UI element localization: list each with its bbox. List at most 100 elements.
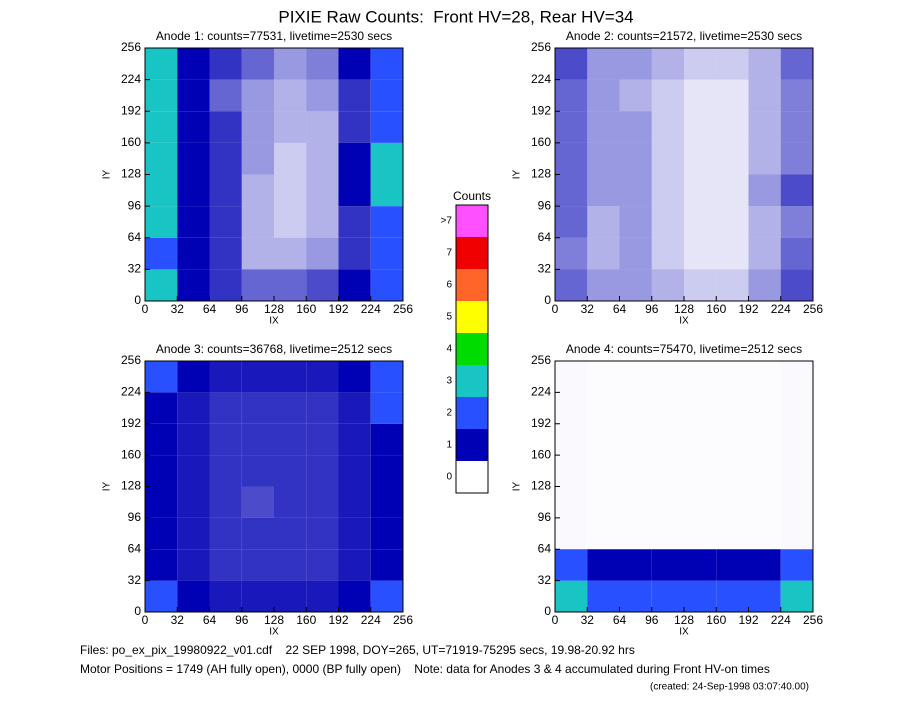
heat-cell xyxy=(241,206,274,238)
y-tick-label: 32 xyxy=(538,262,552,276)
x-tick-label: 32 xyxy=(581,613,595,627)
panel-title: Anode 3: counts=36768, livetime=2512 sec… xyxy=(156,342,392,356)
heat-cell xyxy=(716,455,748,486)
y-tick-label: 224 xyxy=(121,72,141,86)
heat-cell xyxy=(749,424,781,455)
heat-cell xyxy=(619,142,652,175)
heat-cell xyxy=(338,455,371,487)
heat-cell xyxy=(652,487,684,518)
colorbar-label: >7 xyxy=(441,216,453,227)
heat-cell xyxy=(716,142,749,175)
y-tick-label: 0 xyxy=(544,293,551,307)
heat-cell xyxy=(555,580,588,612)
heat-cell xyxy=(620,392,652,423)
heat-cell xyxy=(619,549,652,581)
heat-cell xyxy=(684,392,716,423)
heat-cell xyxy=(306,142,339,175)
y-tick-label: 160 xyxy=(531,135,551,149)
heat-cell xyxy=(241,580,274,612)
heat-cell xyxy=(555,206,588,238)
x-tick-label: 32 xyxy=(171,302,185,316)
heat-cell xyxy=(241,392,274,424)
y-tick-label: 0 xyxy=(134,604,141,618)
heat-cell xyxy=(587,361,619,392)
x-tick-label: 64 xyxy=(613,302,627,316)
x-tick-label: 160 xyxy=(296,302,316,316)
heat-cell xyxy=(716,206,749,238)
heat-cell xyxy=(306,111,339,143)
heat-cell xyxy=(781,487,813,518)
heat-cell xyxy=(651,142,684,175)
heat-cell xyxy=(338,549,371,581)
heat-cell xyxy=(716,580,749,612)
heat-cell xyxy=(241,48,274,80)
colorbar-swatch xyxy=(456,333,488,365)
heat-cell xyxy=(306,486,339,518)
heat-cell xyxy=(209,237,242,270)
heat-cell xyxy=(209,174,242,207)
y-tick-label: 64 xyxy=(128,230,142,244)
heat-cell xyxy=(780,269,813,301)
y-tick-label: 224 xyxy=(531,385,551,399)
heat-cell xyxy=(209,486,242,518)
y-tick-label: 128 xyxy=(531,167,551,181)
heat-cell xyxy=(555,79,588,112)
heat-cell xyxy=(209,206,242,238)
heat-cell xyxy=(145,486,178,518)
heat-cell xyxy=(209,269,242,301)
heat-cell xyxy=(684,206,717,238)
heat-cell xyxy=(274,111,307,143)
heat-cell xyxy=(306,237,339,270)
heat-cell xyxy=(716,424,748,455)
heat-cell xyxy=(748,580,781,612)
heat-cell xyxy=(177,142,210,175)
figure-title: PIXIE Raw Counts: Front HV=28, Rear HV=3… xyxy=(278,7,633,26)
heat-cell xyxy=(370,423,403,456)
heat-cell xyxy=(587,48,620,80)
x-tick-label: 0 xyxy=(142,302,149,316)
heat-cell xyxy=(209,111,242,143)
y-tick-label: 64 xyxy=(538,541,552,555)
heat-cell xyxy=(587,174,620,207)
heat-cell xyxy=(274,361,307,393)
y-tick-label: 256 xyxy=(121,40,141,54)
y-axis-label: IY xyxy=(102,481,113,491)
heat-cell xyxy=(619,79,652,112)
heat-cell xyxy=(620,518,652,549)
x-tick-label: 224 xyxy=(771,302,791,316)
heat-cell xyxy=(370,486,403,518)
heat-cell xyxy=(306,392,339,424)
x-tick-label: 96 xyxy=(235,302,249,316)
heat-cell xyxy=(370,174,403,207)
colorbar-label: 0 xyxy=(446,472,452,483)
heat-cell xyxy=(555,392,587,423)
heat-cell xyxy=(370,48,403,80)
footer-files: Files: po_ex_pix_19980922_v01.cdf 22 SEP… xyxy=(80,643,635,657)
heat-cell xyxy=(338,361,371,393)
heat-cell xyxy=(684,79,717,112)
heat-cell xyxy=(370,517,403,550)
heat-cell xyxy=(587,269,620,301)
heat-cell xyxy=(241,174,274,207)
heat-cell xyxy=(651,79,684,112)
heat-cell xyxy=(177,48,210,80)
x-tick-label: 256 xyxy=(393,302,413,316)
heat-cell xyxy=(370,269,403,301)
heat-cell xyxy=(716,487,748,518)
x-tick-label: 224 xyxy=(361,613,381,627)
heat-cell xyxy=(145,142,178,175)
heat-cell xyxy=(274,549,307,581)
heat-cell xyxy=(651,269,684,301)
heat-cell xyxy=(555,111,588,143)
colorbar-swatch xyxy=(456,461,488,493)
x-tick-label: 224 xyxy=(361,302,381,316)
heat-cell xyxy=(177,79,210,112)
heat-cell xyxy=(306,361,339,393)
y-axis-label: IY xyxy=(512,481,523,491)
colorbar-swatch xyxy=(456,365,488,397)
heat-cell xyxy=(684,174,717,207)
heat-cell xyxy=(748,111,781,143)
heat-cell xyxy=(684,361,716,392)
heat-cell xyxy=(177,392,210,424)
